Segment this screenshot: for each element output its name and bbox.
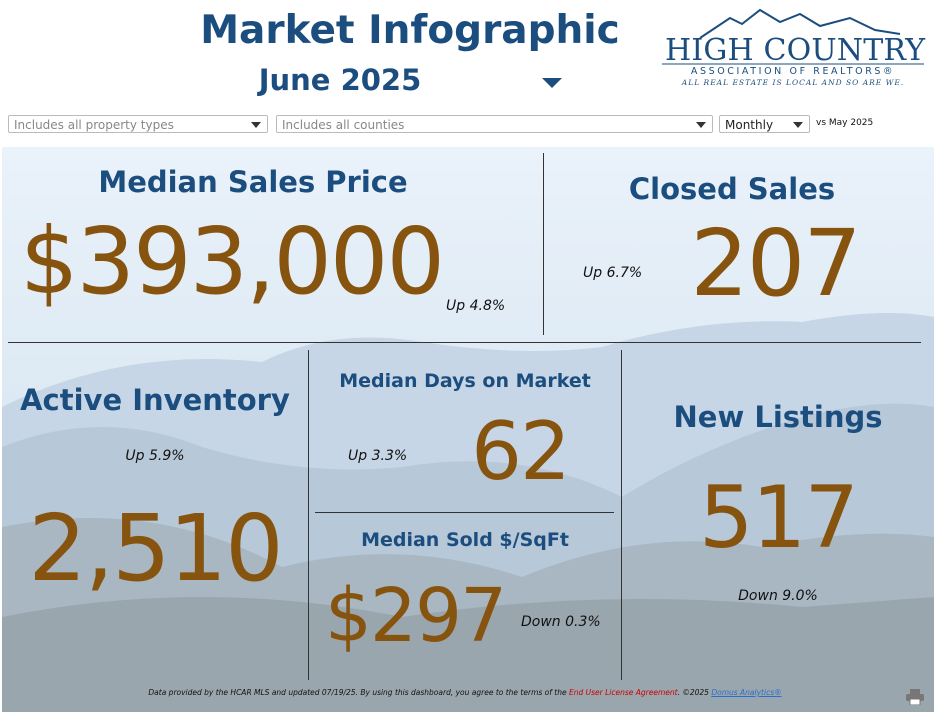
- footer-text: Data provided by the HCAR MLS and update…: [148, 688, 567, 697]
- metric-label: Closed Sales: [628, 172, 836, 206]
- period[interactable]: June 2025: [258, 63, 422, 97]
- divider: [8, 342, 921, 343]
- license-link[interactable]: End User License Agreement: [568, 688, 678, 697]
- metric-label: Median Sales Price: [98, 165, 408, 199]
- logo-subtitle: ASSOCIATION OF REALTORS®: [691, 66, 895, 77]
- metric-value: $297: [324, 573, 507, 659]
- county-filter[interactable]: Includes all counties: [276, 115, 713, 133]
- property-type-filter[interactable]: Includes all property types: [8, 115, 268, 133]
- metric-value: 62: [471, 405, 571, 498]
- metric-label: Active Inventory: [20, 383, 290, 417]
- metric-label: New Listings: [673, 400, 883, 434]
- divider: [543, 153, 544, 335]
- period-dropdown-caret[interactable]: [542, 78, 562, 88]
- divider: [308, 350, 309, 680]
- logo-tagline: ALL REAL ESTATE IS LOCAL AND SO ARE WE.: [681, 78, 904, 87]
- metric-change: Down 9.0%: [738, 588, 818, 604]
- metric-change: Up 6.7%: [583, 265, 643, 281]
- metric-label: Median Sold $/SqFt: [361, 529, 569, 551]
- metric-value: 2,510: [28, 495, 283, 602]
- metric-value: $393,000: [20, 208, 445, 315]
- metric-change: Up 3.3%: [348, 448, 408, 464]
- logo-name: HIGH COUNTRY: [665, 33, 926, 68]
- divider: [621, 350, 622, 680]
- metric-change: Up 5.9%: [125, 448, 185, 464]
- metric-value: 207: [690, 210, 862, 317]
- footer: Data provided by the HCAR MLS and update…: [148, 688, 781, 697]
- metric-value: 517: [698, 468, 859, 568]
- title: Market Infographic: [200, 8, 620, 53]
- frequency-filter[interactable]: Monthly: [719, 115, 810, 133]
- metric-change: Up 4.8%: [446, 298, 506, 314]
- vendor-link[interactable]: Domus Analytics®: [711, 688, 782, 697]
- copyright: . ©2025: [677, 688, 709, 697]
- metric-change: Down 0.3%: [521, 614, 601, 630]
- comparison-label: vs May 2025: [816, 118, 874, 128]
- metric-label: Median Days on Market: [339, 370, 591, 392]
- logo: HIGH COUNTRY ASSOCIATION OF REALTORS® AL…: [662, 8, 926, 87]
- divider: [315, 512, 614, 513]
- print-icon[interactable]: [906, 689, 924, 705]
